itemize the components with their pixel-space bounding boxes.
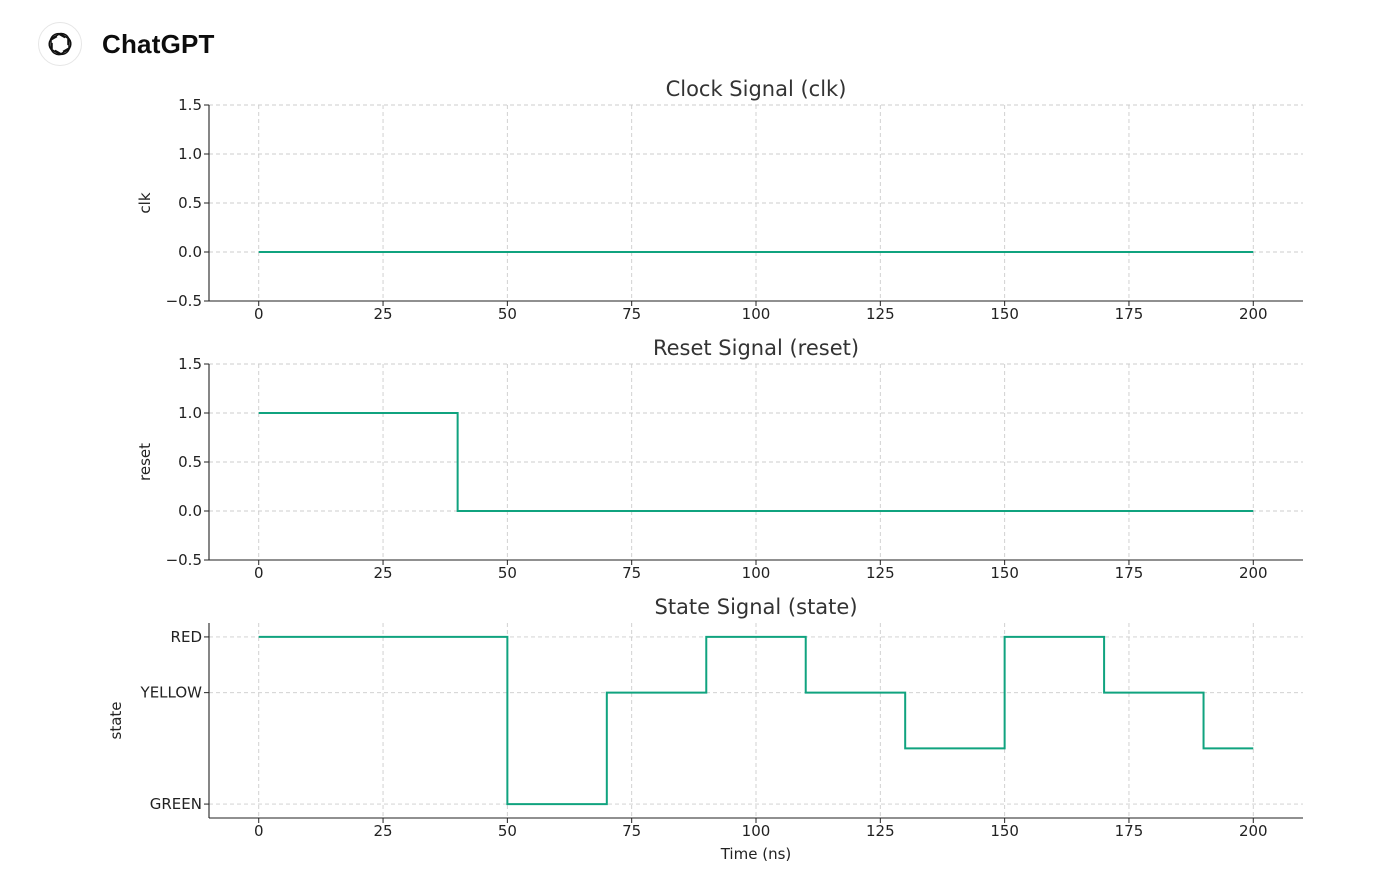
y-tick-label: 1.5: [178, 96, 202, 114]
y-tick-label: RED: [171, 628, 202, 646]
x-tick-label: 50: [498, 564, 517, 582]
chart-title: State Signal (state): [654, 595, 857, 619]
x-tick-label: 175: [1115, 822, 1144, 840]
y-axis-label: state: [107, 702, 125, 740]
x-tick-label: 150: [990, 822, 1019, 840]
openai-logo-icon[interactable]: [38, 22, 82, 66]
x-tick-label: 0: [254, 564, 264, 582]
y-tick-label: YELLOW: [140, 684, 203, 702]
x-tick-label: 150: [990, 564, 1019, 582]
y-tick-label: 0.5: [178, 194, 202, 212]
x-tick-label: 75: [622, 564, 641, 582]
y-tick-label: 0.5: [178, 453, 202, 471]
y-axis-label: reset: [136, 443, 154, 481]
y-tick-label: 0.0: [178, 502, 202, 520]
x-tick-label: 75: [622, 822, 641, 840]
x-tick-label: 200: [1239, 822, 1268, 840]
y-tick-label: 1.0: [178, 404, 202, 422]
x-tick-label: 200: [1239, 305, 1268, 323]
x-tick-label: 100: [742, 305, 771, 323]
signal-line: [258, 412, 1254, 512]
signal-line: [258, 635, 1254, 806]
x-tick-label: 75: [622, 305, 641, 323]
x-tick-label: 125: [866, 822, 895, 840]
y-tick-label: −0.5: [166, 551, 202, 569]
y-tick-label: −0.5: [166, 292, 202, 310]
x-tick-label: 100: [742, 564, 771, 582]
x-tick-label: 25: [373, 822, 392, 840]
chart-title: Reset Signal (reset): [653, 336, 859, 360]
y-tick-label: 1.0: [178, 145, 202, 163]
x-tick-label: 0: [254, 305, 264, 323]
y-axis-label: clk: [136, 192, 154, 213]
x-tick-label: 25: [373, 564, 392, 582]
brand-name: ChatGPT: [102, 28, 215, 59]
y-tick-label: 1.5: [178, 355, 202, 373]
x-tick-label: 25: [373, 305, 392, 323]
app-header: ChatGPT: [38, 22, 215, 66]
y-tick-label: GREEN: [150, 795, 202, 813]
x-tick-label: 125: [866, 305, 895, 323]
x-tick-label: 50: [498, 822, 517, 840]
x-tick-label: 100: [742, 822, 771, 840]
chart-title: Clock Signal (clk): [666, 77, 847, 101]
x-tick-label: 175: [1115, 305, 1144, 323]
x-tick-label: 150: [990, 305, 1019, 323]
x-tick-label: 50: [498, 305, 517, 323]
x-tick-label: 200: [1239, 564, 1268, 582]
x-axis-label: Time (ns): [720, 845, 792, 863]
x-tick-label: 125: [866, 564, 895, 582]
x-tick-label: 175: [1115, 564, 1144, 582]
x-tick-label: 0: [254, 822, 264, 840]
y-tick-label: 0.0: [178, 243, 202, 261]
